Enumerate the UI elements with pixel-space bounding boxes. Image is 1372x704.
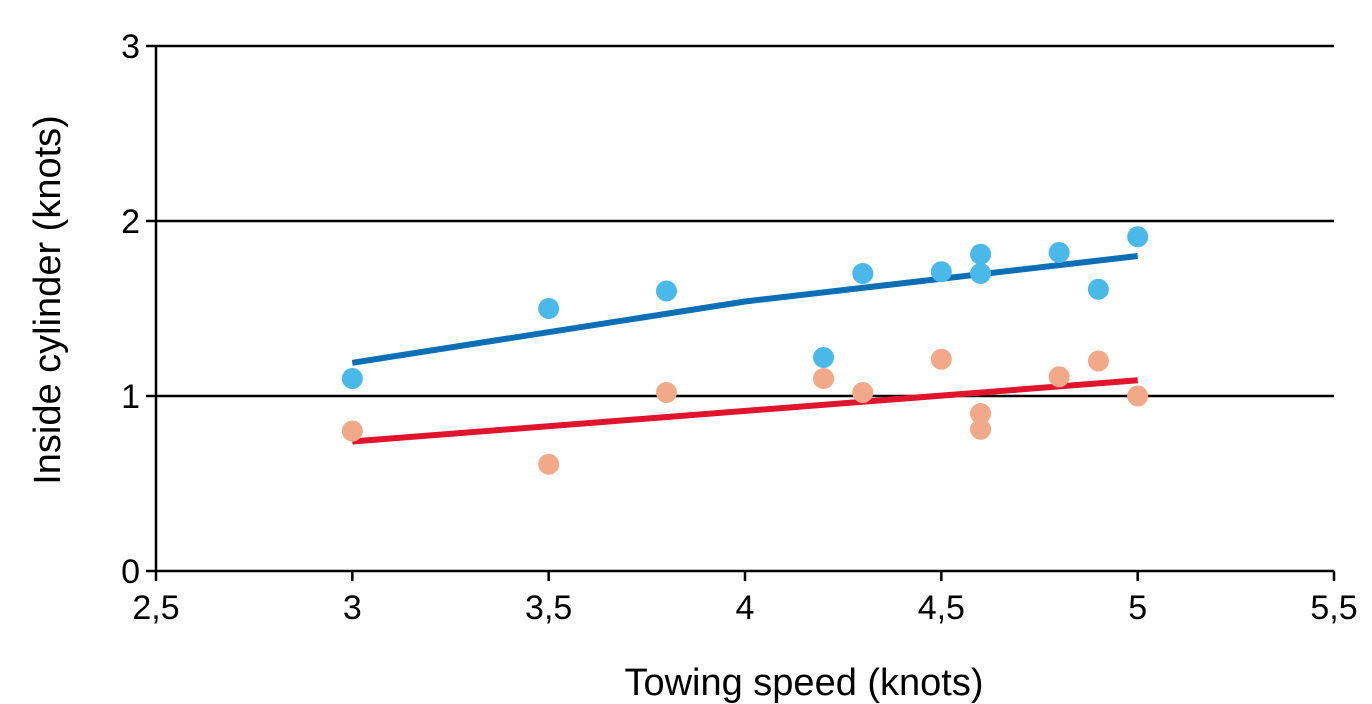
data-point-s0-10 [1127, 226, 1149, 248]
y-tick-label-0: 0 [121, 553, 140, 591]
x-tick-label-2: 3,5 [525, 589, 572, 627]
data-point-s1-8 [1048, 366, 1070, 388]
data-point-s0-0 [341, 368, 363, 389]
trend-line-1 [352, 377, 1138, 445]
y-tick-label-1: 1 [121, 378, 140, 416]
data-point-s1-2 [655, 382, 677, 403]
y-axis-label: Inside cylinder (knots) [27, 115, 69, 485]
trend-line-0 [351, 253, 1139, 366]
x-tick-label-0: 2,5 [132, 589, 179, 627]
data-point-s0-8 [1048, 242, 1070, 263]
data-point-s1-0 [341, 420, 363, 442]
x-tick-label-4: 4,5 [918, 589, 965, 627]
data-point-s0-7 [970, 263, 992, 284]
tick-labels: 0 1 2 3 2,5 3 3,5 4 4,5 5 5,5 [121, 28, 1358, 627]
data-point-s0-5 [930, 261, 952, 283]
data-point-s1-5 [930, 348, 952, 370]
x-tick-label-3: 4 [736, 589, 755, 627]
grid-lines [156, 44, 1334, 398]
data-point-s1-7 [970, 418, 992, 440]
axes [146, 44, 1336, 581]
data-point-s1-9 [1087, 350, 1109, 372]
data-points [341, 226, 1149, 475]
y-tick-label-3: 3 [121, 28, 140, 66]
data-point-s1-3 [813, 368, 835, 389]
data-point-s1-10 [1127, 385, 1149, 407]
data-point-s0-9 [1087, 278, 1109, 300]
data-point-s1-1 [538, 453, 560, 475]
trend-lines [351, 253, 1139, 445]
y-tick-label-2: 2 [121, 203, 140, 241]
x-axis-label: Towing speed (knots) [624, 662, 983, 704]
data-point-s0-4 [852, 263, 874, 284]
data-point-s0-6 [970, 243, 992, 265]
data-point-s1-6 [970, 403, 992, 424]
x-tick-label-1: 3 [343, 589, 362, 627]
data-point-s0-3 [813, 347, 835, 368]
data-point-s0-1 [538, 298, 560, 319]
data-point-s1-4 [852, 382, 874, 403]
x-tick-label-5: 5 [1128, 589, 1147, 627]
x-tick-label-6: 5,5 [1310, 589, 1357, 627]
data-point-s0-2 [655, 280, 677, 302]
